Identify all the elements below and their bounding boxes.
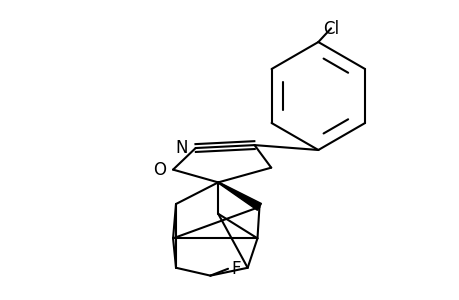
Text: N: N — [175, 139, 188, 157]
Text: F: F — [230, 260, 240, 278]
Text: O: O — [152, 160, 166, 178]
Text: Cl: Cl — [322, 20, 338, 38]
Polygon shape — [218, 182, 261, 210]
